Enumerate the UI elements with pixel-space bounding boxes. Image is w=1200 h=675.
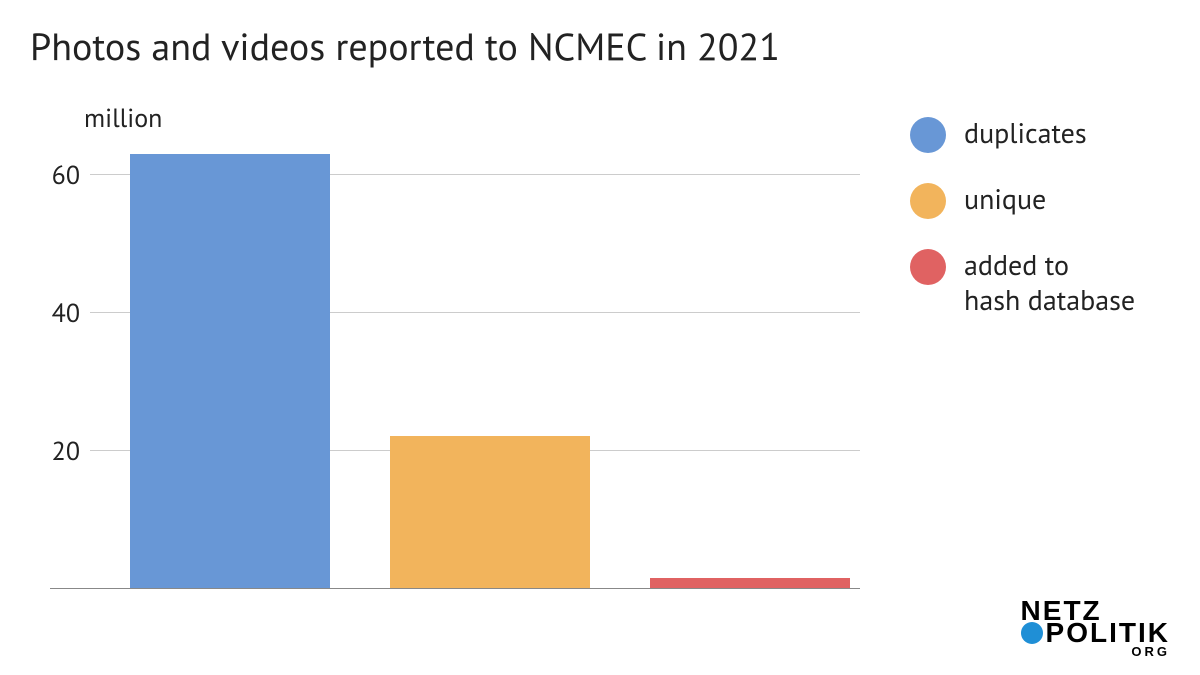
logo-line2-text: POLITIK <box>1046 622 1170 644</box>
y-axis-unit-label: million <box>84 102 162 135</box>
legend-label: duplicates <box>964 115 1087 150</box>
x-axis-line <box>50 588 860 589</box>
bar-chart: 204060 <box>90 140 860 588</box>
legend-item-duplicates: duplicates <box>910 115 1135 153</box>
y-tick-label: 60 <box>30 159 80 192</box>
logo-line3: ORG <box>1021 647 1170 657</box>
legend-label: unique <box>964 181 1046 216</box>
y-tick-label: 40 <box>30 297 80 330</box>
legend-swatch-icon <box>910 117 946 153</box>
legend: duplicates unique added tohash database <box>910 115 1135 345</box>
netzpolitik-logo: NETZ POLITIK ORG <box>1021 600 1170 657</box>
bar-added <box>650 578 850 588</box>
chart-title: Photos and videos reported to NCMEC in 2… <box>30 22 780 71</box>
legend-item-unique: unique <box>910 181 1135 219</box>
bar-unique <box>390 436 590 588</box>
legend-swatch-icon <box>910 183 946 219</box>
bar-duplicates <box>130 154 330 588</box>
chart-page: Photos and videos reported to NCMEC in 2… <box>0 0 1200 675</box>
legend-item-added: added tohash database <box>910 247 1135 317</box>
legend-swatch-icon <box>910 249 946 285</box>
y-tick-label: 20 <box>30 435 80 468</box>
logo-dot-icon <box>1021 622 1043 644</box>
legend-label: added tohash database <box>964 247 1135 317</box>
